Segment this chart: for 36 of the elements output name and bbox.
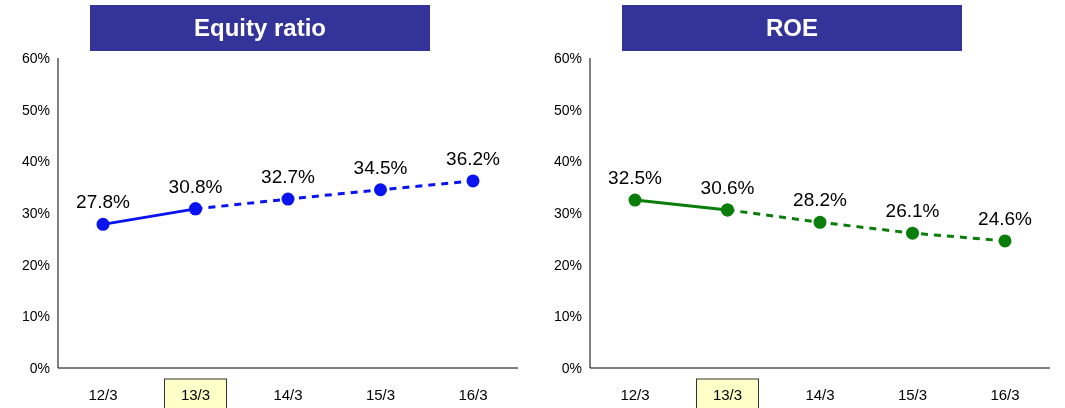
data-label: 32.7% [261, 166, 316, 188]
data-label: 34.5% [353, 156, 408, 178]
x-tick-label: 13/3 [180, 386, 211, 403]
y-tick-label: 10% [21, 308, 50, 325]
y-tick-label: 20% [553, 256, 582, 273]
data-label: 24.6% [978, 207, 1033, 229]
data-label: 32.5% [608, 167, 663, 189]
x-tick-label: 15/3 [897, 386, 928, 403]
y-tick-label: 50% [21, 101, 50, 118]
data-label: 36.2% [446, 147, 501, 169]
x-tick-label: 12/3 [88, 386, 118, 403]
x-tick-label: 15/3 [365, 386, 396, 403]
y-tick-label: 40% [21, 153, 50, 170]
data-label: 26.1% [885, 200, 940, 222]
y-tick-label: 0% [561, 359, 582, 376]
y-tick-label: 60% [21, 49, 50, 66]
data-label: 27.8% [76, 191, 131, 213]
x-tick-label: 16/3 [990, 386, 1020, 403]
x-tick-label: 16/3 [458, 386, 488, 403]
y-tick-label: 60% [553, 49, 582, 66]
y-tick-label: 40% [553, 153, 582, 170]
data-label: 28.2% [793, 189, 848, 211]
y-tick-label: 50% [553, 101, 582, 118]
chart-title: Equity ratio [90, 5, 430, 51]
x-tick-label: 13/3 [712, 386, 743, 403]
y-tick-label: 0% [29, 359, 50, 376]
chart-title: ROE [622, 5, 962, 51]
x-tick-label: 14/3 [273, 386, 303, 403]
data-label: 30.6% [700, 176, 755, 198]
x-tick-label: 14/3 [805, 386, 835, 403]
data-label: 30.8% [168, 175, 223, 197]
y-tick-label: 30% [21, 204, 50, 221]
y-tick-label: 30% [553, 204, 582, 221]
y-tick-label: 20% [21, 256, 50, 273]
x-tick-label: 12/3 [620, 386, 650, 403]
y-tick-label: 10% [553, 308, 582, 325]
